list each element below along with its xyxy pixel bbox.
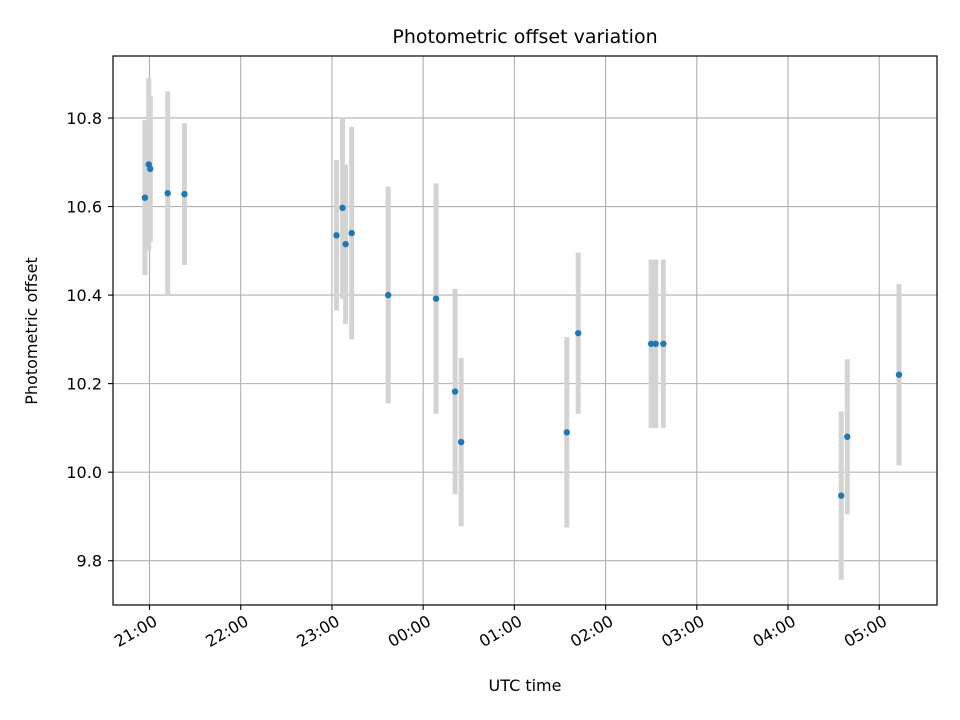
data-point bbox=[652, 340, 659, 347]
data-point bbox=[451, 388, 459, 395]
data-point bbox=[141, 194, 149, 201]
data-point bbox=[432, 295, 440, 302]
y-axis-ticks: 9.8 10.0 10.2 10.4 10.6 10.8 bbox=[66, 109, 113, 571]
y-tick-label: 10.0 bbox=[66, 463, 102, 482]
data-point bbox=[342, 240, 349, 248]
data-point bbox=[384, 291, 392, 299]
data-point bbox=[339, 204, 346, 212]
data-point bbox=[333, 232, 340, 239]
x-axis-title: UTC time bbox=[489, 676, 562, 695]
data-point bbox=[457, 438, 465, 446]
y-tick-label: 10.4 bbox=[66, 286, 102, 305]
y-axis-title: Photometric offset bbox=[22, 257, 41, 405]
data-points bbox=[141, 161, 903, 499]
chart-title: Photometric offset variation bbox=[392, 26, 657, 48]
data-point bbox=[844, 433, 851, 440]
data-point bbox=[348, 229, 355, 237]
y-tick-label: 10.8 bbox=[66, 109, 102, 128]
data-point bbox=[147, 165, 154, 173]
y-tick-label: 10.2 bbox=[66, 375, 102, 394]
y-tick-label: 10.6 bbox=[66, 198, 102, 217]
data-point bbox=[164, 190, 171, 197]
plot-frame bbox=[112, 55, 938, 606]
data-point bbox=[647, 340, 655, 347]
data-point bbox=[838, 492, 845, 499]
data-point bbox=[660, 340, 667, 347]
data-point bbox=[181, 190, 188, 198]
grid bbox=[113, 56, 937, 605]
data-point bbox=[895, 371, 903, 378]
data-point bbox=[575, 329, 582, 337]
data-point bbox=[563, 429, 571, 436]
y-tick-label: 9.8 bbox=[77, 552, 102, 571]
